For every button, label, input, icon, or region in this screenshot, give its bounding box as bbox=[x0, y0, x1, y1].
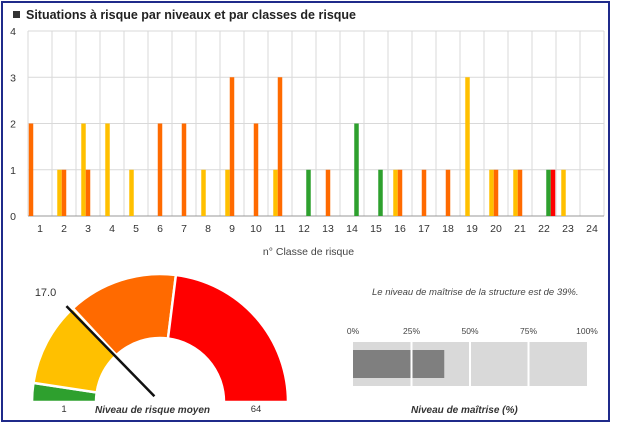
x-tick-label: 23 bbox=[562, 223, 574, 235]
risk-bar bbox=[561, 169, 566, 216]
mastery-tick-label: 25% bbox=[403, 326, 420, 336]
risk-bar bbox=[546, 169, 551, 216]
x-tick-label: 15 bbox=[370, 223, 382, 235]
risk-bar bbox=[378, 169, 383, 216]
risk-bar bbox=[105, 123, 110, 216]
y-tick-label: 3 bbox=[10, 72, 16, 84]
mastery-tick-label: 0% bbox=[347, 326, 360, 336]
gauge-max-label: 64 bbox=[251, 404, 262, 415]
x-tick-label: 11 bbox=[275, 223, 286, 235]
gauge-needle bbox=[65, 305, 156, 398]
x-tick-label: 9 bbox=[229, 223, 235, 235]
risk-bar bbox=[157, 123, 163, 216]
risk-bar bbox=[253, 123, 259, 216]
x-tick-label: 18 bbox=[442, 223, 454, 235]
risk-gauge: 17.0 1 64 bbox=[30, 272, 290, 415]
y-tick-label: 0 bbox=[10, 211, 16, 223]
gauge-value-label: 17.0 bbox=[35, 287, 56, 299]
risk-bar bbox=[129, 169, 134, 216]
risk-bar bbox=[465, 77, 470, 216]
x-tick-label: 2 bbox=[61, 223, 67, 235]
x-tick-label: 8 bbox=[205, 223, 211, 235]
risk-bar bbox=[229, 77, 235, 216]
chart-title-text: Situations à risque par niveaux et par c… bbox=[26, 8, 356, 22]
risk-bar bbox=[57, 169, 62, 216]
gauge-min-label: 1 bbox=[61, 404, 66, 415]
mastery-tick-label: 100% bbox=[576, 326, 598, 336]
mastery-bar-chart: 0% 25% 50% 75% 100% bbox=[347, 326, 598, 386]
risk-bar bbox=[550, 169, 556, 216]
y-tick-label: 4 bbox=[10, 26, 16, 38]
x-tick-label: 22 bbox=[538, 223, 550, 235]
risk-bar bbox=[273, 169, 278, 216]
risk-bar bbox=[445, 169, 451, 216]
risk-bar bbox=[325, 169, 331, 216]
chart-title: Situations à risque par niveaux et par c… bbox=[13, 8, 356, 22]
x-tick-label: 24 bbox=[586, 223, 598, 235]
x-tick-label: 13 bbox=[322, 223, 334, 235]
x-tick-label: 14 bbox=[346, 223, 358, 235]
risk-bar bbox=[201, 169, 206, 216]
risk-bar bbox=[354, 123, 359, 216]
x-tick-label: 1 bbox=[37, 223, 43, 235]
mastery-fill bbox=[353, 350, 445, 378]
y-tick-label: 2 bbox=[10, 119, 16, 131]
risk-bar bbox=[489, 169, 494, 216]
risk-bar bbox=[493, 169, 499, 216]
risk-bar bbox=[397, 169, 403, 216]
risk-bar bbox=[277, 77, 283, 216]
x-tick-label: 12 bbox=[298, 223, 310, 235]
x-tick-label: 16 bbox=[394, 223, 406, 235]
mastery-note: Le niveau de maîtrise de la structure es… bbox=[372, 287, 579, 298]
risk-bar bbox=[306, 169, 311, 216]
x-tick-label: 19 bbox=[466, 223, 478, 235]
risk-bar bbox=[85, 169, 91, 216]
y-tick-label: 1 bbox=[10, 165, 16, 177]
risk-bar bbox=[28, 123, 34, 216]
risk-bar bbox=[81, 123, 86, 216]
risk-bar bbox=[393, 169, 398, 216]
x-tick-label: 4 bbox=[109, 223, 115, 235]
title-bullet-icon bbox=[13, 11, 20, 18]
x-axis-title: n° Classe de risque bbox=[262, 246, 355, 258]
x-tick-label: 5 bbox=[133, 223, 139, 235]
mastery-caption: Niveau de maîtrise (%) bbox=[411, 405, 518, 416]
risk-bar bbox=[513, 169, 518, 216]
risk-bar bbox=[225, 169, 230, 216]
mastery-tick-label: 50% bbox=[461, 326, 478, 336]
dashboard-frame bbox=[1, 1, 610, 422]
x-tick-label: 21 bbox=[514, 223, 526, 235]
x-tick-label: 3 bbox=[85, 223, 91, 235]
risk-bar bbox=[517, 169, 523, 216]
risk-bar bbox=[181, 123, 187, 216]
x-tick-label: 7 bbox=[181, 223, 187, 235]
x-tick-label: 17 bbox=[418, 223, 430, 235]
gauge-caption: Niveau de risque moyen bbox=[95, 405, 211, 416]
gauge-band bbox=[166, 273, 290, 404]
x-tick-label: 20 bbox=[490, 223, 502, 235]
x-tick-label: 6 bbox=[157, 223, 163, 235]
mastery-tick-label: 75% bbox=[520, 326, 537, 336]
risk-bar bbox=[61, 169, 67, 216]
risk-bar bbox=[421, 169, 427, 216]
x-tick-label: 10 bbox=[250, 223, 262, 235]
